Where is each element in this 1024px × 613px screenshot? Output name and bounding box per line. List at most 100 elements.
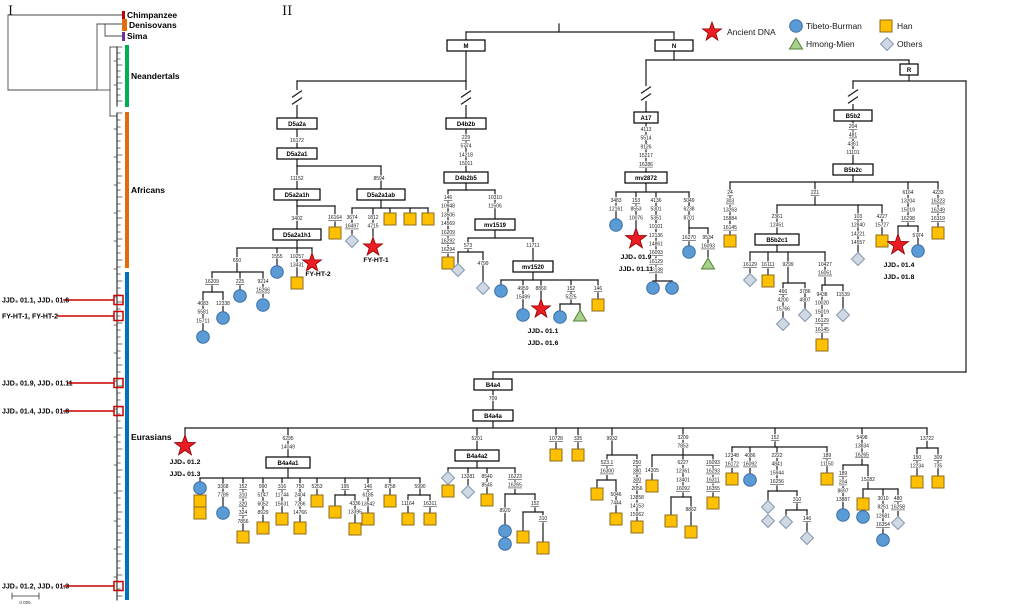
mutation-number: 3010: [877, 496, 888, 502]
han-square-marker: [875, 234, 889, 248]
others-diamond-marker: [778, 514, 794, 530]
tibeto-burman-circle-marker: [646, 281, 660, 295]
clade-label-africans: Africans: [131, 185, 165, 195]
mutation-number: 16256: [770, 479, 784, 485]
mutation-number: 8545: [481, 483, 492, 489]
haplogroup-label-B5b2: B5b2: [846, 114, 861, 120]
mutation-number: 16129: [743, 262, 757, 268]
mutation-number: 229: [462, 135, 471, 141]
mutation-number: 16355: [706, 486, 720, 492]
mutation-number: 990: [259, 484, 268, 490]
mutation-number: 11152: [290, 176, 303, 182]
haplogroup-label-B5b2c: B5b2c: [844, 168, 863, 174]
han-square-marker: [441, 484, 455, 498]
mutation-number: 480: [894, 496, 903, 502]
mutation-number: 6295: [282, 436, 293, 442]
han-square-marker: [193, 506, 207, 520]
haplogroup-box-D5a2a1h: [273, 188, 321, 201]
mutation-number: 16311: [706, 477, 720, 483]
mutation-number: 8862: [685, 507, 696, 513]
mutation-number: 8553: [630, 207, 641, 213]
mutation-number: 13431: [290, 263, 304, 269]
sample-label: JJD₃ 01.4: [884, 262, 915, 269]
tibeto-burman-circle-marker: [665, 281, 679, 295]
tibeto-burman-circle-marker: [911, 244, 925, 258]
sample-label: JJD₃ 01.1: [528, 328, 559, 335]
mutation-number: 11101: [846, 150, 859, 156]
mutation-number: 15711: [196, 318, 210, 324]
han-square-marker: [421, 212, 435, 226]
han-square-marker: [536, 541, 550, 555]
mutation-number: 5147: [257, 493, 268, 499]
others-diamond-marker: [450, 262, 466, 278]
branch-break-slash: [291, 90, 303, 98]
sample-label: FY-HT-1: [363, 257, 389, 264]
mutation-number: 13204: [901, 199, 915, 205]
mutation-number: 13263: [723, 207, 737, 213]
mutation-number: 9126: [640, 144, 651, 150]
branch-break-slash: [847, 96, 859, 104]
panel-2-label: II: [282, 4, 293, 19]
han-square-marker: [910, 475, 924, 489]
mutation-number: 2222: [771, 453, 782, 459]
haplogroup-label-N: N: [672, 44, 676, 50]
haplogroup-box-B4a4: [473, 378, 513, 391]
mutation-number: 15944: [770, 470, 784, 476]
mutation-number: 5351: [650, 215, 661, 221]
mutation-number: 16172: [290, 138, 304, 144]
mutation-number: 13834: [855, 444, 869, 450]
sample-label: FY-HT-2: [305, 271, 331, 278]
han-square-marker: [761, 274, 775, 288]
mutation-number: 8758: [384, 484, 395, 490]
haplogroup-label-D5a2a: D5a2a: [288, 122, 306, 128]
branch-break-slash: [460, 90, 472, 98]
haplogroup-box-M: [446, 39, 486, 52]
mutation-number: 8701: [683, 215, 694, 221]
mutation-number: 12161: [609, 207, 623, 213]
mutation-number: 16138: [649, 268, 663, 274]
mutation-number: 11164: [401, 501, 414, 507]
callout-box: [113, 405, 124, 417]
mutation-number: 5774: [460, 144, 471, 150]
ancient-dna-star-marker: [362, 235, 384, 257]
han-square-marker: [630, 520, 644, 534]
han-square-marker: [645, 479, 659, 493]
others-diamond-marker: [760, 513, 776, 529]
mutation-number: 6227: [677, 460, 688, 466]
haplogroup-box-B5b2: [833, 109, 873, 122]
others-diamond-marker: [344, 233, 360, 249]
tibeto-burman-circle-marker: [216, 506, 230, 520]
callout-label: JJD₃ 01.1, JJD₃ 01.6: [2, 298, 69, 305]
mutation-number: 189: [839, 471, 848, 477]
branch-break-gap: [848, 89, 858, 104]
clade-bar-neandertals: [125, 45, 129, 107]
mutation-number: 573: [464, 243, 473, 249]
mutation-number: 5774: [912, 233, 923, 239]
mutation-number: 16265: [855, 452, 869, 458]
mutation-number: 14766: [293, 510, 307, 516]
mutation-number: 2404: [294, 493, 305, 499]
mutation-number: 4841: [771, 462, 782, 468]
mutation-number: 5201: [471, 436, 482, 442]
haplogroup-box-B5b2c: [832, 163, 874, 176]
mutation-number: 3674: [346, 215, 357, 221]
haplogroup-box-B5b2c1: [754, 233, 800, 246]
mutation-number: 9438: [816, 292, 827, 298]
mutation-number: 5990: [414, 484, 425, 490]
mutation-number: 8540: [481, 474, 492, 480]
mutation-number: 8929: [257, 510, 268, 516]
mutation-number: 4227: [876, 214, 887, 220]
haplogroup-label-B4a4a: B4a4a: [484, 414, 502, 420]
mutation-number: 152: [771, 435, 780, 441]
sample-label: JJD₃ 01.8: [884, 274, 915, 281]
haplogroup-box-D5a2a: [276, 117, 318, 130]
han-square-marker: [723, 234, 737, 248]
haplogroup-label-D5a2a1h: D5a2a1h: [285, 193, 310, 199]
branch-break-gap: [292, 90, 302, 105]
mutation-number: 195: [341, 484, 350, 490]
tibeto-burman-circle-marker: [256, 298, 270, 312]
others-diamond-marker: [760, 499, 776, 515]
others-diamond-marker: [440, 470, 456, 486]
mutation-number: 15727: [875, 223, 889, 229]
